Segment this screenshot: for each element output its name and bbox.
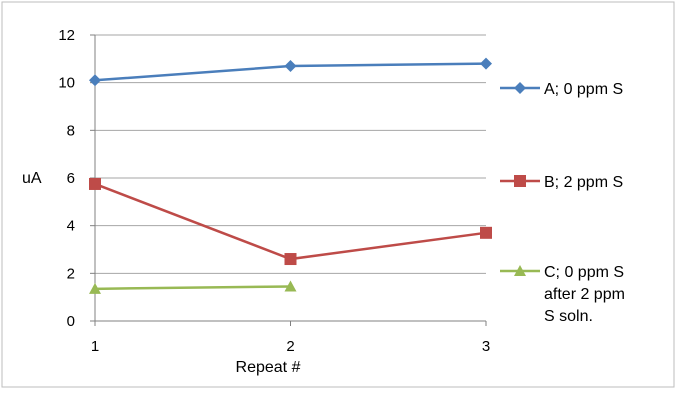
x-axis-label: Repeat # <box>236 359 301 376</box>
series-line <box>94 285 291 291</box>
legend-label: C; 0 ppm S <box>544 264 624 281</box>
legend-label: A; 0 ppm S <box>544 81 623 98</box>
series-group <box>89 57 492 87</box>
y-tick-label: 6 <box>67 170 75 187</box>
y-tick-label: 8 <box>67 122 75 139</box>
chart-border <box>1 1 675 388</box>
data-point <box>284 253 297 266</box>
x-tick-label: 2 <box>286 338 294 355</box>
data-point <box>89 282 101 294</box>
legend-label: B; 2 ppm S <box>544 174 623 191</box>
y-tick-label: 12 <box>58 27 75 44</box>
data-point <box>480 226 492 239</box>
x-tick-label: 3 <box>482 338 490 355</box>
data-point <box>284 280 297 292</box>
legend-label: S soln. <box>544 308 593 325</box>
legend-entry: A; 0 ppm S <box>500 81 623 98</box>
y-tick-label: 0 <box>67 313 75 330</box>
data-point <box>89 74 101 87</box>
legend: A; 0 ppm S B; 2 ppm S C; 0 ppm S after 2 pp… <box>500 81 625 325</box>
series <box>89 57 492 294</box>
legend-marker <box>514 175 526 187</box>
legend-entry: B; 2 ppm S <box>500 174 623 191</box>
data-point <box>284 59 297 72</box>
legend-marker <box>514 82 526 94</box>
y-axis-label: uA <box>22 170 42 187</box>
legend-entry: C; 0 ppm S after 2 ppm S soln. <box>500 264 625 325</box>
y-tick-label: 2 <box>67 265 75 282</box>
y-tick-label: 4 <box>67 218 75 235</box>
legend-marker <box>514 265 526 276</box>
series-group <box>89 280 297 294</box>
y-tick-label: 10 <box>58 75 75 92</box>
legend-label: after 2 ppm <box>544 286 625 303</box>
x-tick-label: 1 <box>91 338 99 355</box>
data-point <box>480 57 492 70</box>
gridlines <box>95 34 486 274</box>
data-point <box>89 177 101 190</box>
series-group <box>89 177 492 266</box>
